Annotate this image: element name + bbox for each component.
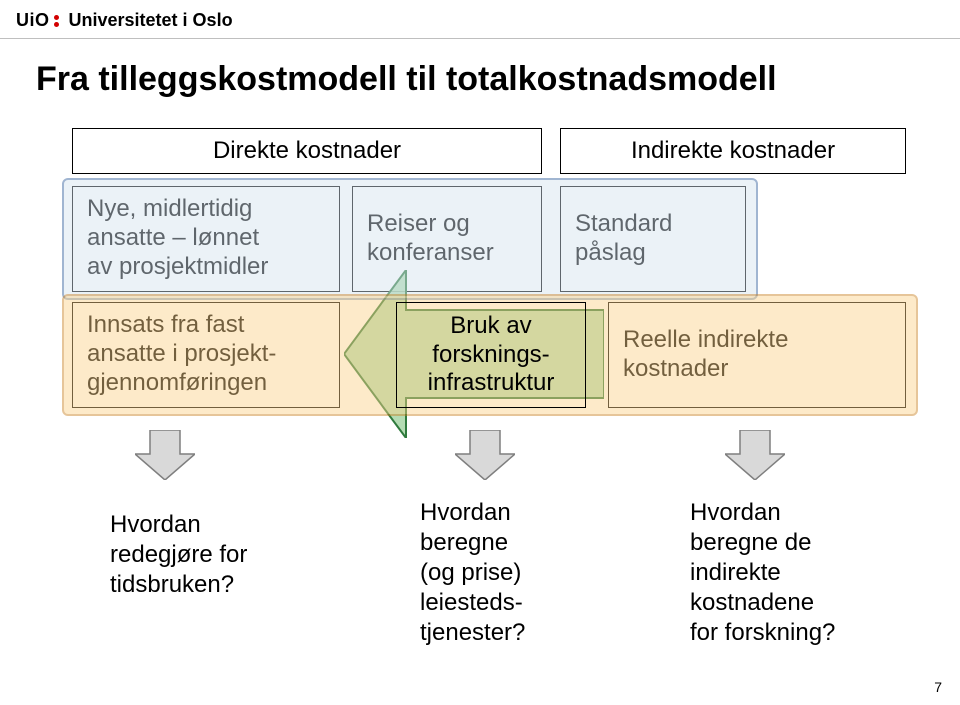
box-innsats: Innsats fra fastansatte i prosjekt-gjenn…: [72, 302, 340, 408]
label: Reelle indirektekostnader: [623, 326, 788, 384]
box-reelle: Reelle indirektekostnader: [608, 302, 906, 408]
label: Direkte kostnader: [203, 131, 411, 172]
header-rule: [0, 38, 960, 39]
question-2: Hvordanberegne(og prise)leiesteds-tjenes…: [420, 498, 610, 648]
page-number: 7: [934, 679, 942, 695]
down-arrow-3: [725, 430, 785, 480]
university-name: Universitetet i Oslo: [69, 10, 233, 31]
question-1: Hvordanredegjøre fortidsbruken?: [110, 510, 340, 600]
uio-text: UiO: [16, 10, 50, 31]
label: Standardpåslag: [575, 210, 672, 268]
label: Bruk avforsknings-infrastruktur: [428, 312, 555, 398]
uio-dots: [54, 15, 59, 27]
box-nye-midlertidig: Nye, midlertidigansatte – lønnetav prosj…: [72, 186, 340, 292]
label: Nye, midlertidigansatte – lønnetav prosj…: [87, 195, 268, 281]
label: Indirekte kostnader: [621, 131, 845, 172]
label: Innsats fra fastansatte i prosjekt-gjenn…: [87, 311, 276, 397]
label: Reiser ogkonferanser: [367, 210, 494, 268]
header: UiO Universitetet i Oslo: [16, 10, 233, 31]
down-arrow-1: [135, 430, 195, 480]
question-3: Hvordanberegne deindirektekostnadenefor …: [690, 498, 920, 648]
slide-title: Fra tilleggskostmodell til totalkostnads…: [36, 60, 777, 99]
box-bruk: Bruk avforsknings-infrastruktur: [396, 302, 586, 408]
box-direkte-kostnader: Direkte kostnader: [72, 128, 542, 174]
box-indirekte-kostnader: Indirekte kostnader: [560, 128, 906, 174]
uio-logo: UiO: [16, 10, 61, 31]
